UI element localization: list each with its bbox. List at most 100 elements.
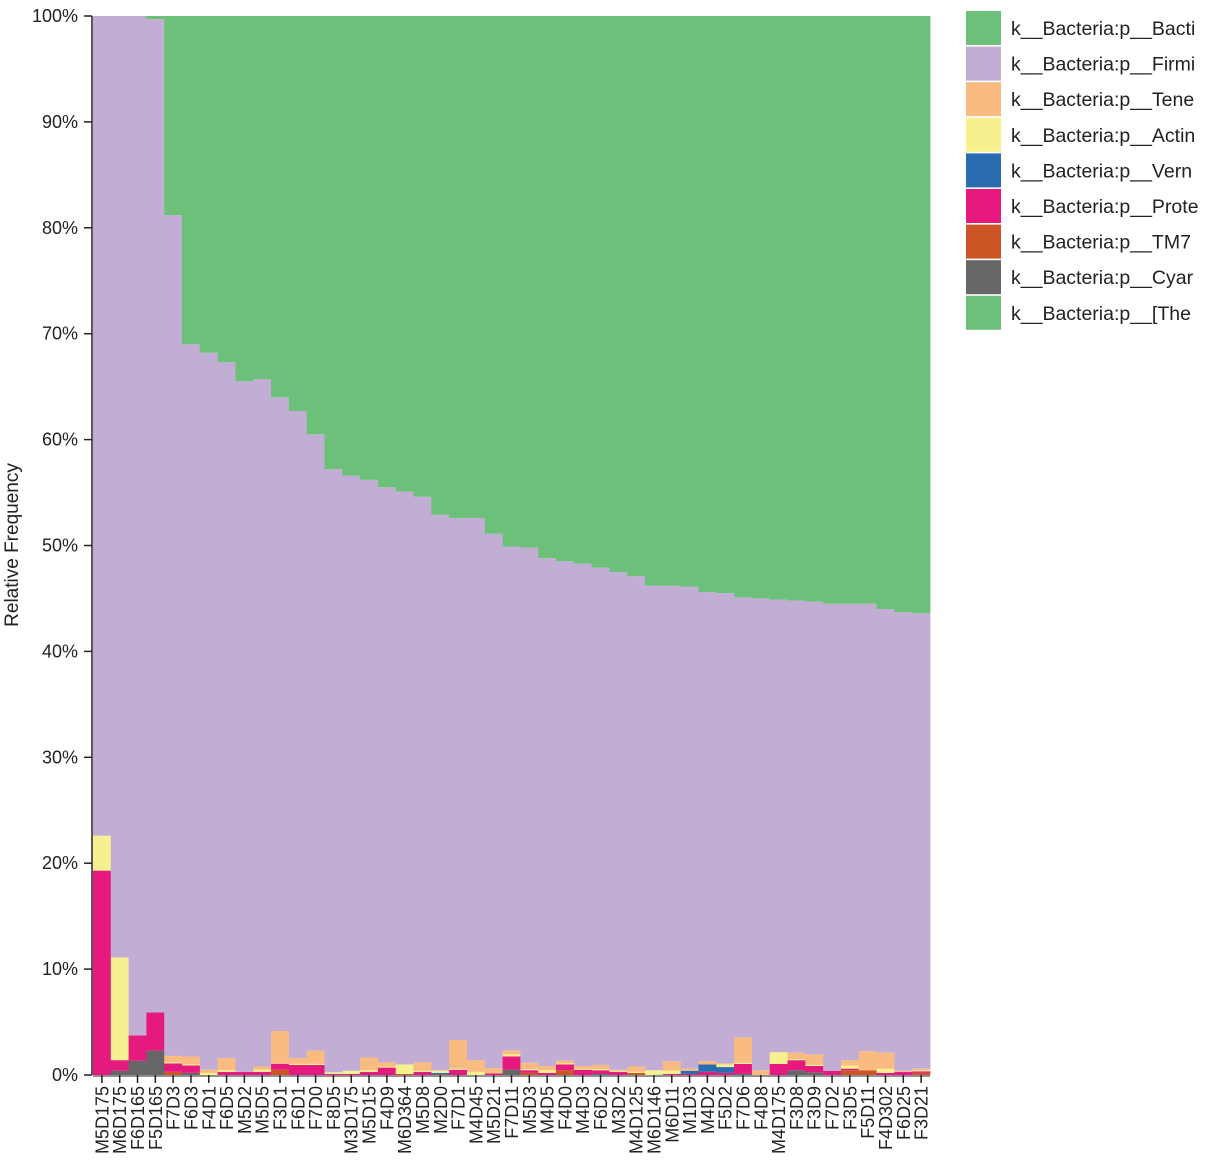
- bar-segment-k-bacteria-p-bacti: [466, 16, 486, 518]
- bar-segment-k-bacteria-p-firmi: [894, 612, 913, 1071]
- bar-segment-k-bacteria-p-tene: [805, 1054, 824, 1065]
- bar-segment-k-bacteria-p-tm7: [395, 1073, 414, 1075]
- bar-segment-k-bacteria-p-firmi: [110, 16, 130, 958]
- bar-segment-k-bacteria-p-firmi: [271, 397, 290, 1032]
- bar-segment-k-bacteria-p-prote: [609, 1071, 628, 1075]
- bar-segment-k-bacteria-p-bacti: [734, 16, 753, 598]
- bar-segment-k-bacteria-p-actin: [805, 1064, 824, 1066]
- legend-label: k__Bacteria:p__Cyar: [1011, 267, 1194, 289]
- x-tick-label: F3D9: [805, 1086, 825, 1130]
- bar-segment-k-bacteria-p-firmi: [823, 603, 842, 1071]
- bar-stack-f3d1: [271, 16, 290, 1075]
- x-tick-label: M4D5: [538, 1086, 558, 1134]
- y-tick-label: 30%: [42, 747, 78, 767]
- bar-stack-f6d2: [591, 16, 610, 1075]
- x-tick-label: F4D302: [876, 1086, 896, 1150]
- bar-segment-k-bacteria-p-actin: [253, 1069, 272, 1072]
- bar-segment-k-bacteria-p-firmi: [93, 16, 112, 836]
- bar-segment-k-bacteria-p-bacti: [573, 16, 593, 564]
- bar-segment-k-bacteria-p-actin: [912, 1070, 931, 1072]
- bar-stack-m6d11: [662, 16, 682, 1075]
- bar-segment-k-bacteria-p-bacti: [876, 16, 895, 610]
- bar-segment-k-bacteria-p-prote: [288, 1064, 308, 1075]
- bar-segment-k-bacteria-p-prote: [662, 1073, 682, 1075]
- y-tick-label: 100%: [32, 6, 78, 26]
- bar-segment-k-bacteria-p-firmi: [395, 491, 414, 1065]
- bar-segment-k-bacteria-p-actin: [591, 1069, 610, 1071]
- x-axis: M5D175M6D175F6D165F5D165F7D3F6D3F4D1F6D5…: [92, 1075, 932, 1154]
- bar-segment-k-bacteria-p-cyar: [128, 1060, 147, 1075]
- bar-segment-k-bacteria-p-bacti: [484, 16, 503, 534]
- bar-segment-k-bacteria-p-firmi: [591, 567, 610, 1065]
- bar-stack-m6d364: [395, 16, 414, 1075]
- bar-segment-k-bacteria-p-actin: [538, 1070, 557, 1073]
- bar-stack-f7d2: [823, 16, 842, 1075]
- bar-segment-k-bacteria-p-firmi: [573, 563, 593, 1066]
- bar-stack-m5d8: [413, 16, 432, 1075]
- bar-segment-k-bacteria-p-vern: [680, 1070, 699, 1074]
- x-tick-label: F6D25: [894, 1086, 914, 1140]
- bar-segment-k-bacteria-p-tene: [751, 1070, 771, 1075]
- bar-segment-k-bacteria-p-firmi: [235, 381, 254, 1072]
- y-tick-label: 60%: [42, 430, 78, 450]
- bar-segment-k-bacteria-p-firmi: [876, 609, 895, 1053]
- bar-segment-k-bacteria-p-actin: [182, 1064, 201, 1066]
- bar-segment-k-bacteria-p-cyar: [591, 1073, 610, 1075]
- bar-segment-k-bacteria-p-bacti: [912, 16, 931, 614]
- bar-segment-k-bacteria-p-actin: [840, 1065, 860, 1069]
- bar-segment-k-bacteria-p-actin: [413, 1070, 432, 1072]
- bar-segment-k-bacteria-p-tm7: [164, 1071, 183, 1075]
- x-tick-label: F7D3: [164, 1086, 184, 1130]
- legend-swatch: [966, 46, 1001, 81]
- bar-segment-k-bacteria-p-bacti: [823, 16, 842, 604]
- bar-segment-k-bacteria-p-tm7: [627, 1072, 646, 1075]
- bar-stack-f7d3: [164, 16, 183, 1075]
- bar-segment-k-bacteria-p-tm7: [840, 1070, 860, 1075]
- x-tick-label: F7D2: [823, 1086, 843, 1130]
- bar-segment-k-bacteria-p-tene: [466, 1060, 486, 1072]
- bar-segment-k-bacteria-p-firmi: [146, 19, 165, 1013]
- bar-segment-k-bacteria-p-bacti: [306, 16, 325, 435]
- bar-segment-k-bacteria-p-vern: [698, 1064, 717, 1072]
- bar-segment-k-bacteria-p-prote: [217, 1071, 236, 1075]
- bar-segment-k-bacteria-p-actin: [110, 957, 130, 1061]
- x-tick-label: M6D11: [662, 1086, 682, 1143]
- bar-segment-k-bacteria-p-prote: [146, 1012, 165, 1051]
- x-tick-label: M4D3: [573, 1086, 593, 1134]
- bar-segment-k-bacteria-p-bacti: [769, 16, 788, 600]
- bar-stack-f5d11: [858, 16, 877, 1075]
- bar-stack-f4d1: [199, 16, 219, 1075]
- legend-swatch: [966, 260, 1001, 295]
- bar-segment-k-bacteria-p-tene: [199, 1069, 219, 1073]
- bar-segment-k-bacteria-p-prote: [538, 1072, 557, 1075]
- bar-segment-k-bacteria-p-firmi: [840, 603, 860, 1061]
- x-tick-label: M4D45: [466, 1086, 486, 1144]
- x-tick-label: F5D11: [858, 1086, 878, 1139]
- bar-segment-k-bacteria-p-prote: [449, 1069, 468, 1075]
- bar-segment-k-bacteria-p-bacti: [413, 16, 432, 497]
- bar-segment-k-bacteria-p-prote: [110, 1060, 130, 1071]
- bar-segment-k-bacteria-p-vern: [716, 1067, 735, 1073]
- y-tick-label: 90%: [42, 112, 78, 132]
- bar-stack-m4d3: [573, 16, 593, 1075]
- bar-segment-k-bacteria-p-tene: [573, 1066, 593, 1069]
- bar-stack-f4d302: [876, 16, 895, 1075]
- bar-segment-k-bacteria-p-prote: [787, 1060, 806, 1071]
- bar-segment-k-bacteria-p-tene: [591, 1064, 610, 1070]
- y-tick-label: 80%: [42, 218, 78, 238]
- x-tick-label: F6D5: [217, 1086, 237, 1130]
- x-tick-label: F7D0: [306, 1086, 326, 1130]
- bar-stack-f5d165: [146, 16, 165, 1075]
- bar-segment-k-bacteria-p-bacti: [716, 16, 735, 594]
- bar-segment-k-bacteria-p-prote: [377, 1067, 397, 1075]
- bar-stack-m4d45: [466, 16, 486, 1075]
- bar-segment-k-bacteria-p-tene: [894, 1070, 913, 1072]
- bar-segment-k-bacteria-p-actin: [769, 1052, 788, 1064]
- bar-segment-k-bacteria-p-firmi: [769, 599, 788, 1053]
- bar-segment-k-bacteria-p-tm7: [858, 1070, 877, 1075]
- bar-segment-k-bacteria-p-firmi: [288, 411, 308, 1059]
- bar-segment-k-bacteria-p-tene: [520, 1062, 539, 1070]
- bar-segment-k-bacteria-p-actin: [627, 1071, 646, 1073]
- bar-segment-k-bacteria-p-tene: [876, 1052, 895, 1069]
